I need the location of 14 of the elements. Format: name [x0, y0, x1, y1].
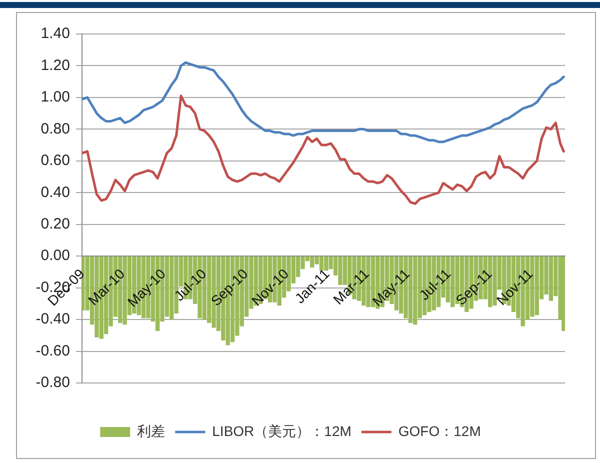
y-tick-label: 0.40: [40, 184, 70, 201]
y-tick-label: -0.60: [36, 342, 70, 360]
y-tick-label: 0.20: [40, 216, 70, 233]
y-tick-label: 1.40: [40, 25, 70, 42]
legend-label: 利差: [137, 422, 166, 439]
y-tick-label: -0.40: [36, 310, 70, 328]
y-tick-label: 0.00: [40, 247, 70, 264]
y-tick-label: 1.20: [40, 56, 70, 74]
legend-label: LIBOR（美元）：12M: [212, 422, 352, 439]
y-tick-label: -0.80: [36, 374, 70, 392]
y-tick-label: 1.00: [40, 88, 70, 106]
y-tick-label: 0.80: [40, 120, 70, 138]
y-tick-label: 0.60: [40, 152, 70, 170]
legend-label: GOFO：12M: [398, 422, 481, 439]
